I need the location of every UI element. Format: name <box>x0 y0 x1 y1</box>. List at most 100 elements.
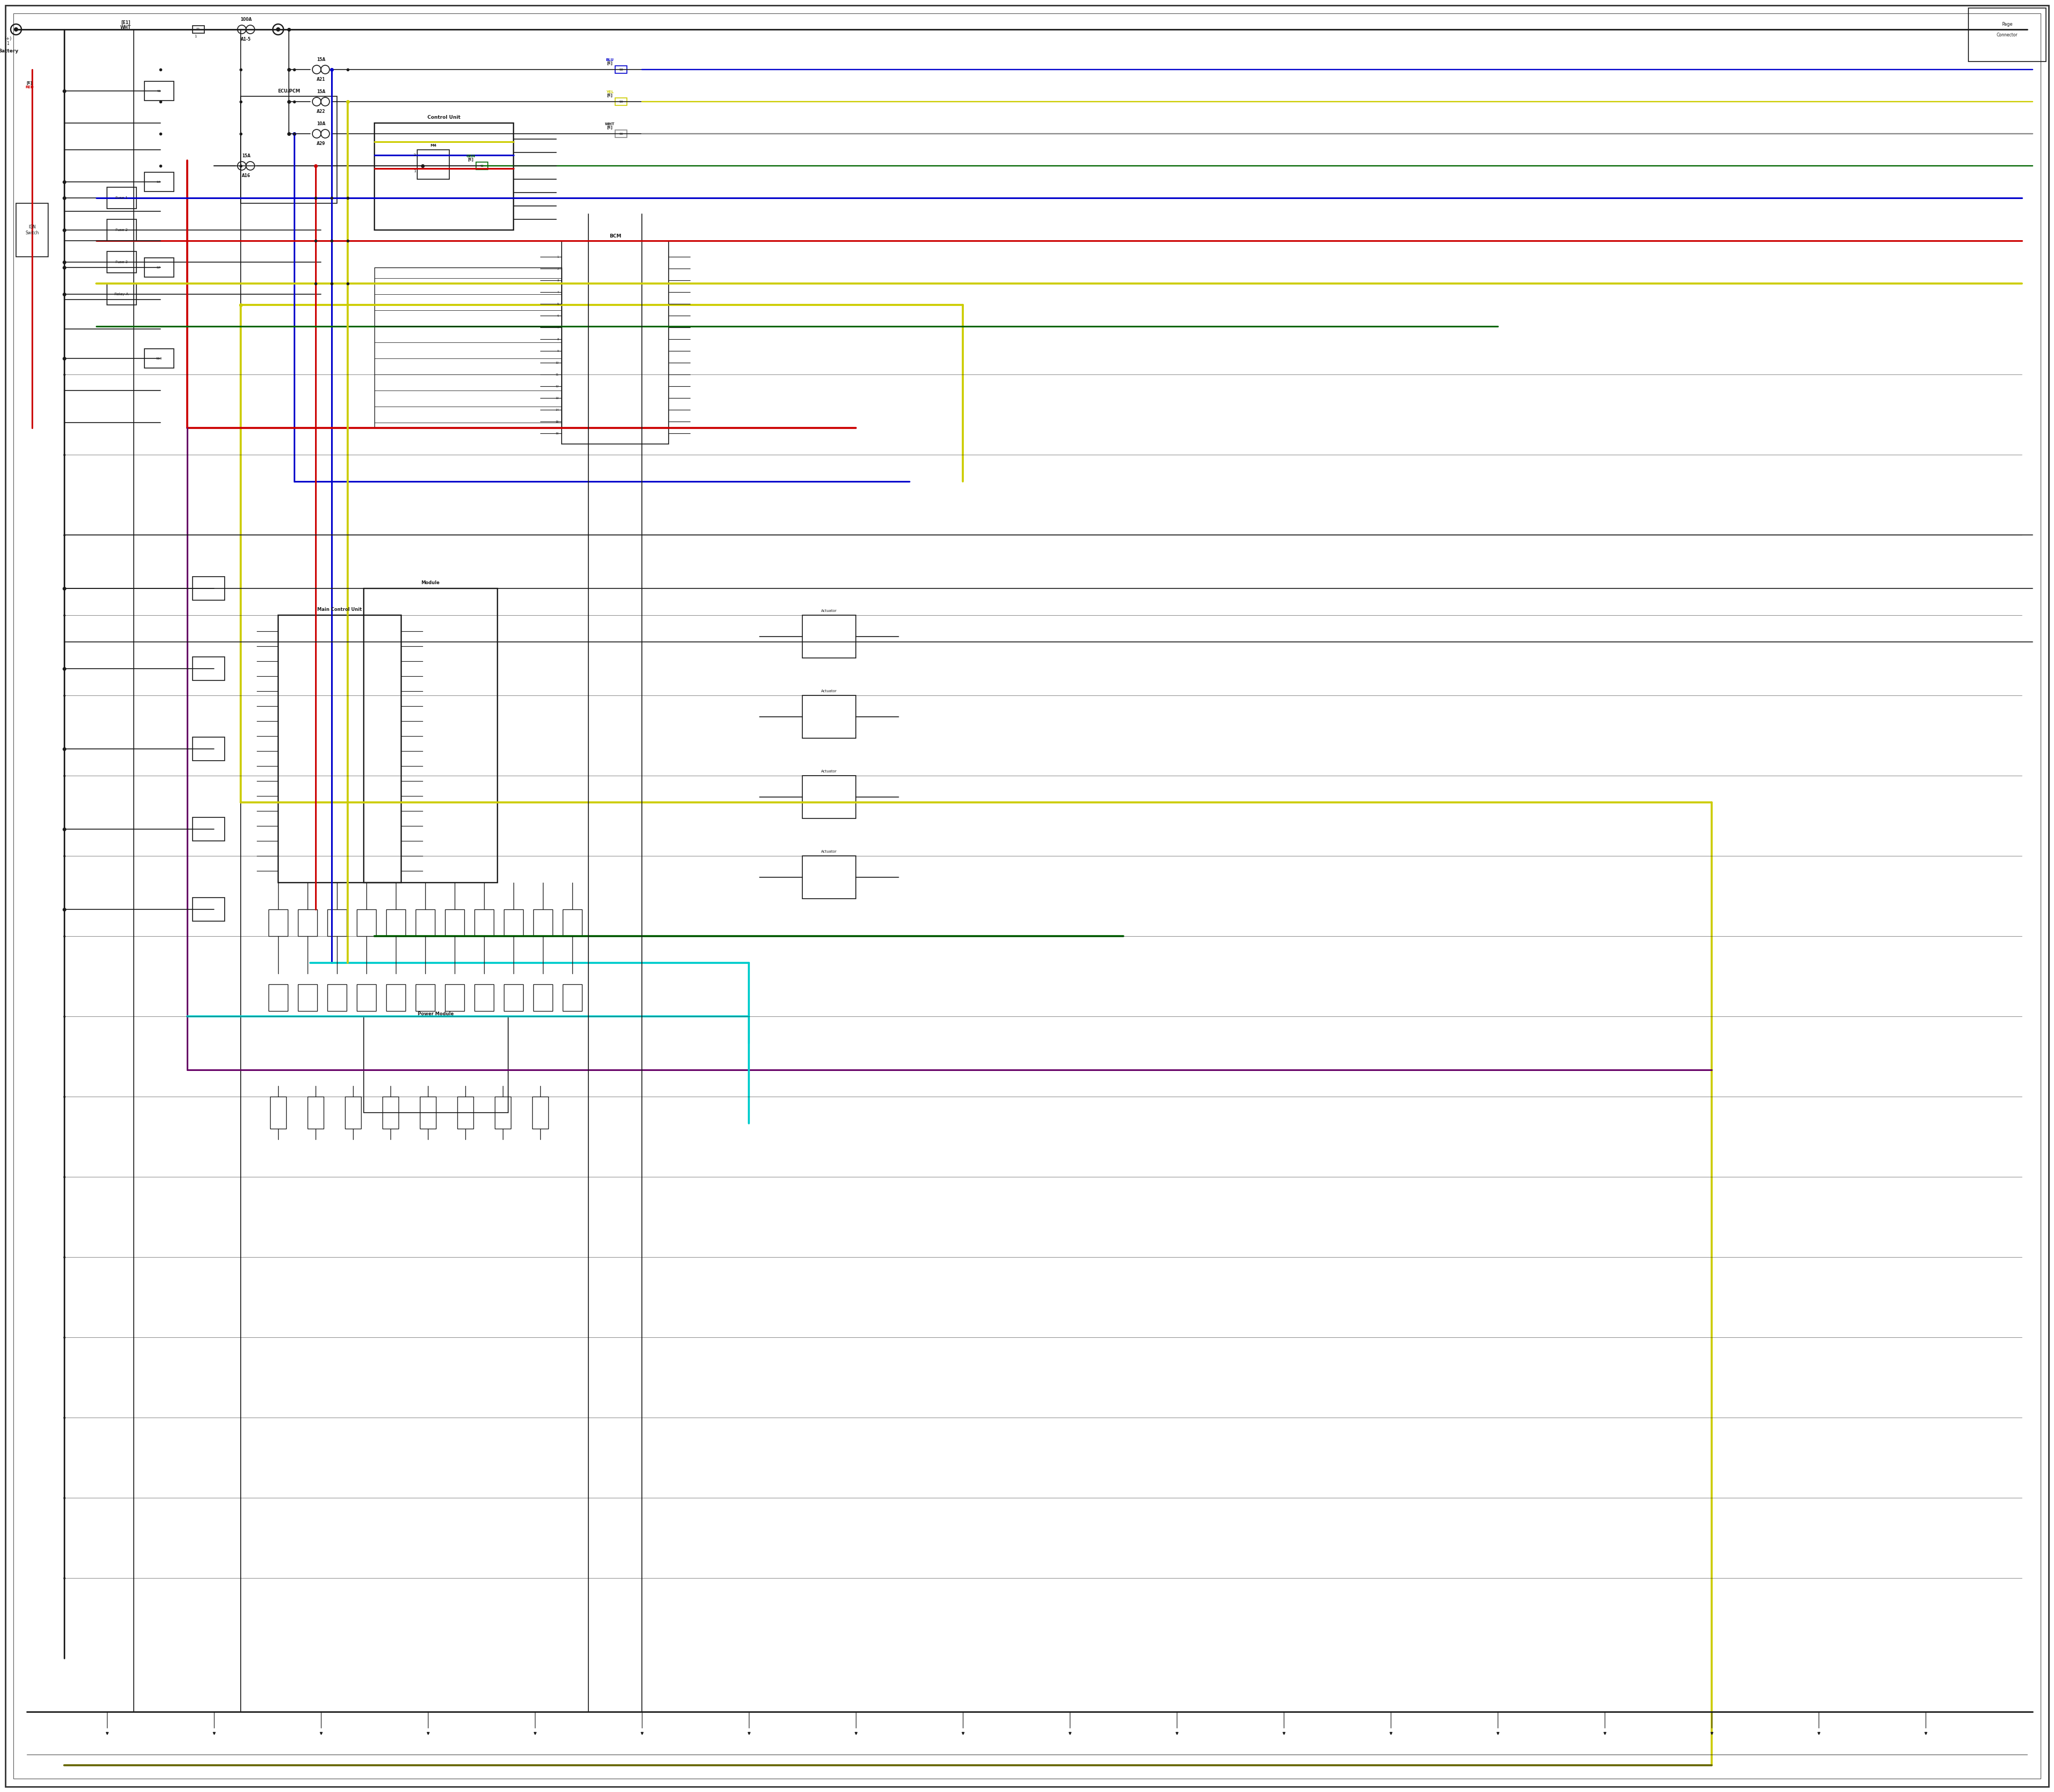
Text: 15A: 15A <box>316 57 325 63</box>
Circle shape <box>275 27 279 32</box>
Text: 58: 58 <box>618 68 622 72</box>
Bar <box>614 99 626 106</box>
Bar <box>419 1097 435 1129</box>
Bar <box>503 909 524 935</box>
Bar <box>561 240 670 444</box>
Text: S10: S10 <box>156 357 162 360</box>
Bar <box>327 984 347 1011</box>
Bar <box>364 588 497 883</box>
Circle shape <box>14 27 18 32</box>
Text: 3: 3 <box>413 154 415 156</box>
Bar <box>474 984 493 1011</box>
Text: 16: 16 <box>557 432 559 435</box>
Bar <box>357 984 376 1011</box>
Text: [E]: [E] <box>606 93 612 97</box>
Bar <box>364 1016 507 1113</box>
Bar <box>357 909 376 935</box>
Bar <box>382 1097 398 1129</box>
Text: Actuator: Actuator <box>822 609 838 613</box>
Text: Main Control Unit: Main Control Unit <box>316 607 362 613</box>
Bar <box>532 1097 548 1129</box>
Bar <box>534 984 553 1011</box>
Text: S4: S4 <box>156 181 160 183</box>
Text: A1-5: A1-5 <box>240 38 251 41</box>
Bar <box>107 219 136 240</box>
Text: GRN: GRN <box>466 154 474 158</box>
Bar <box>193 577 224 600</box>
Bar <box>269 909 288 935</box>
Bar <box>16 202 47 256</box>
Bar <box>193 898 224 921</box>
Bar <box>446 984 464 1011</box>
Text: 15A: 15A <box>316 90 325 95</box>
Bar <box>614 66 626 73</box>
Bar <box>298 984 316 1011</box>
Bar <box>107 283 136 305</box>
Bar <box>193 25 203 34</box>
Bar <box>495 1097 511 1129</box>
Text: 11: 11 <box>557 373 559 376</box>
Text: BCM: BCM <box>610 235 620 238</box>
Text: IGN
Switch: IGN Switch <box>25 224 39 235</box>
Bar <box>534 909 553 935</box>
Text: Fuse 3: Fuse 3 <box>115 260 127 263</box>
Bar <box>193 658 224 681</box>
Text: A21: A21 <box>316 77 325 82</box>
Text: A16: A16 <box>242 174 251 177</box>
Bar <box>503 984 524 1011</box>
Text: S1: S1 <box>156 90 160 91</box>
Bar <box>144 172 175 192</box>
Bar <box>417 151 450 179</box>
Bar <box>803 857 857 898</box>
Text: S7: S7 <box>156 267 160 269</box>
Bar <box>327 909 347 935</box>
Text: Relay A: Relay A <box>115 292 127 296</box>
Bar <box>107 186 136 208</box>
Text: Actuator: Actuator <box>822 690 838 694</box>
Bar <box>374 267 561 428</box>
Text: 1: 1 <box>413 170 415 172</box>
Text: Power Module: Power Module <box>417 1011 454 1016</box>
Text: M4: M4 <box>429 143 435 147</box>
Text: [E]: [E] <box>27 81 33 84</box>
Bar <box>308 1097 325 1129</box>
Bar <box>803 695 857 738</box>
Text: [E1]: [E1] <box>121 20 129 25</box>
Bar <box>269 984 288 1011</box>
Bar <box>415 909 435 935</box>
Bar <box>803 776 857 819</box>
Bar <box>477 161 489 170</box>
Bar <box>193 817 224 840</box>
Text: A29: A29 <box>316 142 325 145</box>
Text: 100A: 100A <box>240 18 253 22</box>
Bar <box>415 984 435 1011</box>
Text: 1: 1 <box>6 41 10 47</box>
Bar <box>271 1097 286 1129</box>
Text: 13: 13 <box>557 396 559 400</box>
Text: Control Unit: Control Unit <box>427 115 460 120</box>
Text: 12: 12 <box>557 385 559 387</box>
Text: 66: 66 <box>618 133 622 134</box>
Text: 59: 59 <box>618 100 622 102</box>
Text: BLU: BLU <box>606 59 614 61</box>
Text: 10: 10 <box>557 362 559 364</box>
Text: 10A: 10A <box>316 122 325 125</box>
Bar <box>446 909 464 935</box>
Bar <box>193 737 224 760</box>
Bar <box>563 909 581 935</box>
Text: WHT: WHT <box>121 25 131 30</box>
Bar <box>345 1097 362 1129</box>
Bar <box>563 984 581 1011</box>
Text: ECU/PCM: ECU/PCM <box>277 88 300 93</box>
Text: 14: 14 <box>557 409 559 410</box>
Bar <box>386 984 405 1011</box>
Text: Page: Page <box>2001 22 2013 27</box>
Bar <box>240 97 337 202</box>
Text: Actuator: Actuator <box>822 771 838 772</box>
Bar <box>458 1097 472 1129</box>
Text: 42: 42 <box>481 165 485 167</box>
Bar <box>107 251 136 272</box>
Text: 15A: 15A <box>242 154 251 158</box>
Bar <box>298 909 316 935</box>
Text: (+): (+) <box>4 36 12 41</box>
